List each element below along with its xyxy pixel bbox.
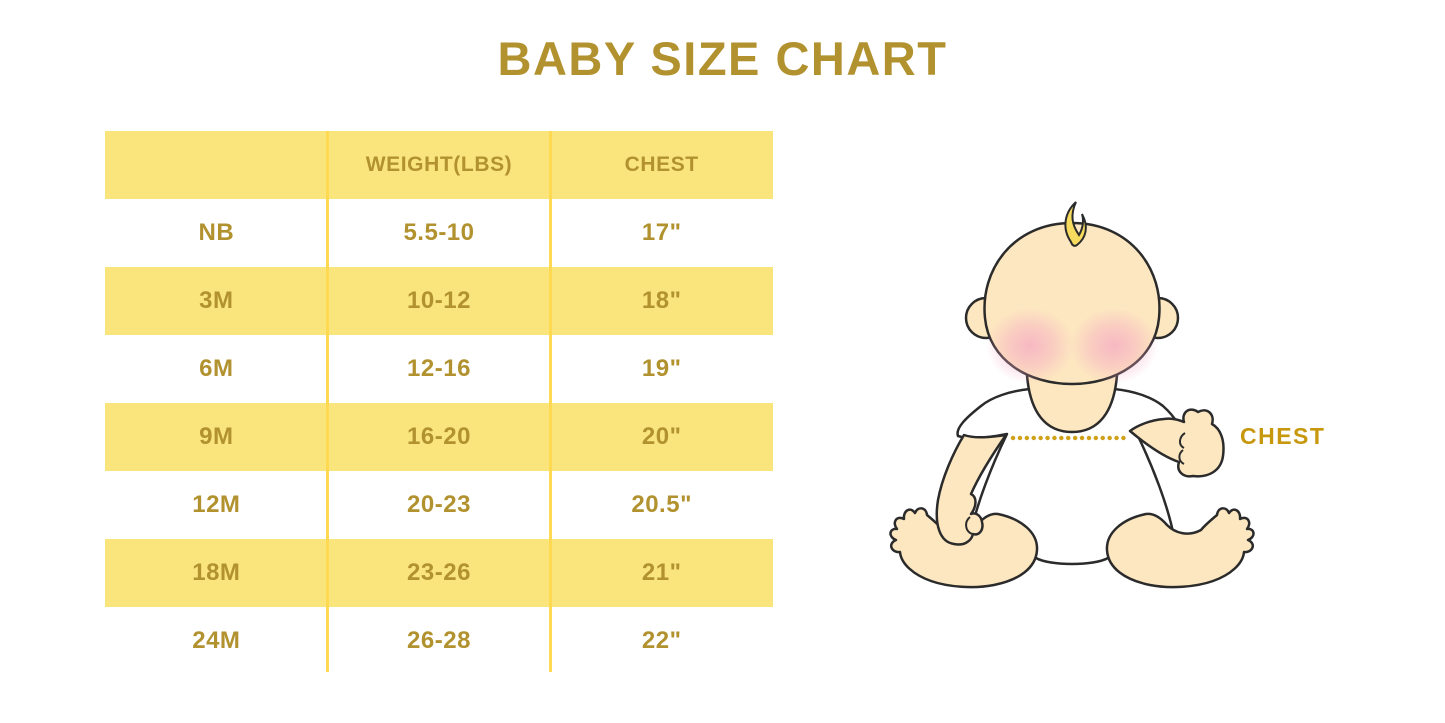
baby-arm-left [935,433,1008,546]
page-title: BABY SIZE CHART [497,32,948,85]
table-header-row: WEIGHT(LBS) CHEST [105,131,773,199]
baby-leg-right [1105,507,1255,589]
weight-cell: 23-26 [407,559,471,586]
chest-cell: 20" [641,423,682,450]
weight-cell: 10-12 [407,287,471,314]
size-cell: 9M [199,423,234,450]
size-cell: 18M [192,559,241,586]
size-cell: 12M [192,491,241,518]
header-cell-size [105,131,328,199]
baby-hand-left-finger-line [965,516,973,535]
baby-arm-right [1128,408,1225,478]
weight-cell: 26-28 [407,627,471,654]
size-cell: NB [198,219,235,246]
baby-outline-svg [889,201,1255,589]
chest-cell: 21" [641,559,682,586]
table-row: 3M 10-12 18" [105,267,773,335]
chest-cell: 22" [641,627,682,654]
baby-neck [1025,374,1119,434]
header-cell-weight: WEIGHT(LBS) [365,153,513,176]
chest-cell: 19" [641,355,682,382]
weight-cell: 5.5-10 [403,219,475,246]
chest-label: CHEST [1240,423,1326,449]
chest-cell: 18" [641,287,682,314]
table-row: 12M 20-23 20.5" [105,471,773,539]
weight-cell: 20-23 [407,491,471,518]
baby-fist-knuckle-line [1178,432,1186,465]
column-divider [326,131,329,672]
header-cell-chest: CHEST [624,153,699,176]
size-table: WEIGHT(LBS) CHEST NB 5.5-10 17" 3M 10-12… [105,131,773,675]
weight-cell: 16-20 [407,423,471,450]
baby-cheek-right [1070,308,1158,384]
size-cell: 24M [192,627,241,654]
table-row: NB 5.5-10 17" [105,199,773,267]
table-row: 9M 16-20 20" [105,403,773,471]
chest-cell: 17" [641,219,682,246]
baby-hair-curl-icon [1064,201,1087,247]
weight-cell: 12-16 [407,355,471,382]
baby-cheek-left [986,308,1074,384]
table-row: 18M 23-26 21" [105,539,773,607]
size-cell: 6M [199,355,234,382]
chest-cell: 20.5" [631,491,692,518]
table-row: 24M 26-28 22" [105,607,773,675]
table-row: 6M 12-16 19" [105,335,773,403]
baby-illustration [880,185,1330,605]
column-divider [549,131,552,672]
size-cell: 3M [199,287,234,314]
